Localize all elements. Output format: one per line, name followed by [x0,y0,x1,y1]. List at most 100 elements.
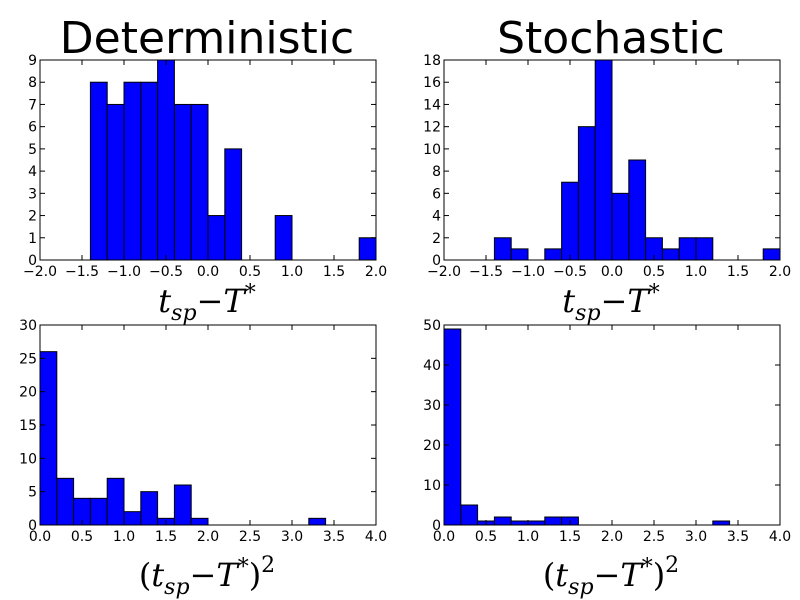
y-tick-label: 0 [432,518,441,534]
y-tick-label: 0 [432,253,441,269]
x-tick-label: 2.0 [601,529,623,545]
y-tick-label: 16 [423,75,441,91]
histogram-bar [106,477,125,526]
x-tick-label: 0.0 [197,264,219,280]
x-tick-label: 1.5 [323,264,345,280]
x-tick-label: −2.0 [23,264,57,280]
x-tick-label: 0.5 [71,529,93,545]
histogram-bar [661,248,680,261]
y-tick-label: 2 [28,209,37,225]
y-tick-label: 10 [423,478,441,494]
histogram-bar [89,497,108,526]
panel-stochastic-deviation: −2.0 −1.5 −1.0 −0.5 0.0 0.5 1.0 1.5 2.0 0 2 4 6 8 10 12… [423,53,791,280]
x-tick-label: 0.5 [239,264,261,280]
histogram-bar [628,159,647,261]
histogram-bar [123,511,142,526]
histogram-bar [173,103,192,261]
histogram-bar [358,237,377,261]
x-tick-label: 3.5 [323,529,345,545]
histogram-bar [39,351,58,526]
histogram-bar [308,517,327,526]
y-tick-label: 0 [28,253,37,269]
x-tick-label: 1.0 [685,264,707,280]
x-tick-label: 2.0 [365,264,387,280]
y-tick-label: 18 [423,53,441,69]
x-tick-label: −1.5 [65,264,99,280]
histogram-bar [544,248,563,261]
histogram-bar [695,237,714,261]
x-tick-label: 1.5 [155,529,177,545]
histogram-bar [123,81,142,261]
panel-stochastic-squared: 0.0 0.5 1.0 1.5 2.0 2.5 3.0 3.5 4.0 0 10 20 30 40 50 [423,318,791,545]
x-tick-label: −2.0 [427,264,461,280]
histogram-bar [510,248,529,261]
histogram-bar [157,59,175,261]
panel-title-stochastic: Stochastic [497,13,725,64]
y-tick-label: 30 [423,398,441,414]
panel-deterministic-deviation: −2.0 −1.5 −1.0 −0.5 0.0 0.5 1.0 1.5 2.0 0 1 2 3 4 5 6 7 8… [23,53,387,280]
panel-title-deterministic: Deterministic [60,13,354,64]
histogram-bar [224,148,243,261]
x-tick-label: 3.0 [281,529,303,545]
x-axis-label-stochastic-deviation: tsp−T* [562,281,659,326]
histogram-bar [577,126,596,261]
x-tick-label: 1.5 [559,529,581,545]
y-tick-label: 50 [423,318,441,334]
x-tick-label: −0.5 [553,264,587,280]
histogram-bar [544,516,563,526]
histogram-bar [56,477,75,526]
x-tick-label: 2.5 [239,529,261,545]
histogram-bar [140,491,159,526]
y-tick-label: 25 [19,351,37,367]
histogram-bar [762,248,781,261]
histogram-bar [140,81,159,261]
x-tick-label: 0.0 [433,529,455,545]
x-tick-label: −1.0 [511,264,545,280]
x-tick-label: −1.5 [469,264,503,280]
y-tick-label: 9 [28,53,37,69]
histogram-bar [510,520,529,526]
y-tick-label: 20 [19,385,37,401]
y-tick-label: 30 [19,318,37,334]
y-tick-label: 1 [28,231,37,247]
y-tick-label: 40 [423,358,441,374]
plot-frame [443,324,781,526]
histogram-bar [561,181,579,261]
x-tick-label: 1.0 [113,529,135,545]
x-tick-label: 2.5 [643,529,665,545]
y-tick-label: 5 [28,485,37,501]
histogram-bar [443,328,462,526]
plot-frame [39,324,377,526]
y-tick-label: 0 [28,518,37,534]
histogram-bar [190,517,209,526]
histogram-bar [712,520,731,526]
x-tick-label: 3.0 [685,529,707,545]
x-tick-label: 0.0 [29,529,51,545]
y-tick-label: 7 [28,97,37,113]
x-tick-label: −0.5 [149,264,183,280]
panel-deterministic-squared: 0.0 0.5 1.0 1.5 2.0 2.5 3.0 3.5 4.0 0 5 10 15 20 25 30 [19,318,387,545]
x-axis-label-deterministic-squared: (tsp−T*)2 [139,553,275,600]
x-axis-label-deterministic-deviation: tsp−T* [158,281,255,326]
x-tick-label: 1.5 [727,264,749,280]
histogram-bar [493,237,512,261]
x-tick-label: 2.0 [197,529,219,545]
x-axis-label-stochastic-squared: (tsp−T*)2 [543,553,679,600]
histogram-bar [678,237,697,261]
x-tick-label: 3.5 [727,529,749,545]
y-tick-label: 14 [423,97,441,113]
y-tick-label: 10 [423,142,441,158]
histogram-bar [460,504,479,526]
histogram-bar [173,484,192,526]
y-tick-label: 8 [432,164,441,180]
histogram-bar [493,516,512,526]
histogram-bar [274,215,293,261]
x-tick-label: 4.0 [365,529,387,545]
histogram-bar [89,81,108,261]
x-tick-label: 0.0 [601,264,623,280]
y-tick-label: 15 [19,418,37,434]
y-tick-label: 5 [28,142,37,158]
x-tick-label: 0.5 [475,529,497,545]
y-tick-label: 4 [432,209,441,225]
x-tick-label: 4.0 [769,529,791,545]
